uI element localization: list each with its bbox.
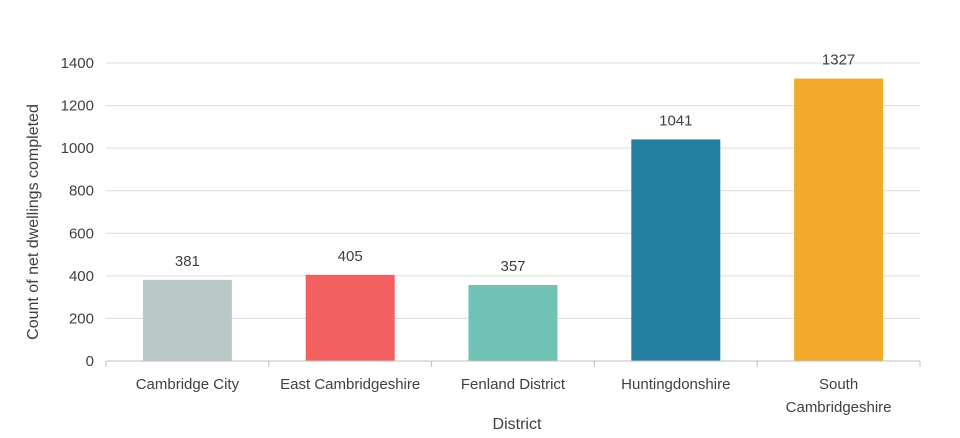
data-label: 1327 (822, 52, 855, 69)
bar (142, 279, 232, 361)
bars (142, 78, 884, 361)
x-axis (105, 360, 921, 367)
y-axis-title: Count of net dwellings completed (25, 104, 42, 340)
x-axis-category-labels: Cambridge City East Cambridgeshire Fenland… (136, 376, 892, 416)
y-tick-label: 600 (69, 225, 94, 242)
y-tick-label: 1200 (61, 98, 94, 115)
bar (794, 78, 884, 361)
x-axis-title: District (493, 416, 542, 433)
y-tick-label: 0 (86, 353, 94, 370)
y-tick-label: 1000 (61, 140, 94, 157)
data-label: 1041 (659, 112, 692, 129)
data-labels: 381 405 357 1041 1327 (175, 52, 855, 275)
bar (468, 285, 558, 361)
y-tick-label: 200 (69, 310, 94, 327)
category-label: East Cambridgeshire (280, 376, 420, 393)
bar (305, 274, 395, 361)
category-label: Cambridge City (136, 376, 240, 393)
category-label: Cambridgeshire (786, 399, 892, 416)
y-tick-label: 1400 (61, 55, 94, 72)
data-label: 357 (500, 258, 525, 275)
data-label: 381 (175, 253, 200, 270)
category-label: Fenland District (461, 376, 566, 393)
gridlines (106, 62, 920, 319)
y-tick-label: 800 (69, 183, 94, 200)
bar (631, 139, 721, 361)
y-axis-tick-labels: 0 200 400 600 800 1000 1200 1400 (61, 55, 94, 370)
data-label: 405 (338, 248, 363, 265)
category-label: Huntingdonshire (621, 376, 730, 393)
y-tick-label: 400 (69, 268, 94, 285)
category-label: South (819, 376, 858, 393)
